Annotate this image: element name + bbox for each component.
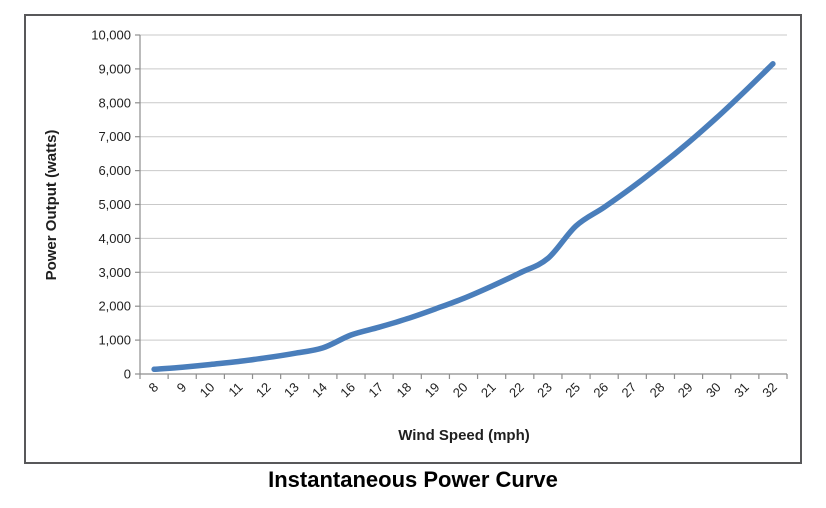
x-tick-label: 9 — [174, 380, 190, 396]
y-tick-label: 6,000 — [98, 163, 131, 178]
x-tick-label: 27 — [619, 380, 640, 401]
y-tick-label: 5,000 — [98, 197, 131, 212]
x-tick-label: 21 — [478, 380, 499, 401]
x-tick-label: 23 — [534, 380, 555, 401]
y-tick-label: 2,000 — [98, 299, 131, 314]
x-tick-label: 32 — [759, 380, 780, 401]
power-curve-chart: Power Output (watts) Wind Speed (mph) 0 1… — [43, 28, 788, 444]
x-tick-label: 26 — [590, 380, 611, 401]
x-tick-label: 29 — [675, 380, 696, 401]
y-tick-label: 10,000 — [91, 28, 131, 43]
power-curve-line — [151, 61, 776, 373]
x-tick-label: 28 — [647, 380, 668, 401]
x-tick-label: 22 — [506, 380, 527, 401]
x-tick-label: 10 — [197, 380, 218, 401]
y-axis-title: Power Output (watts) — [43, 130, 60, 281]
y-tick-label: 9,000 — [98, 61, 131, 76]
chart-frame: Power Output (watts) Wind Speed (mph) 0 1… — [24, 14, 802, 464]
x-tick-label: 18 — [394, 380, 415, 401]
x-tick-label: 19 — [422, 380, 443, 401]
x-tick-label: 12 — [253, 380, 274, 401]
y-tick-label: 1,000 — [98, 333, 131, 348]
x-tick-label: 31 — [731, 380, 752, 401]
x-tick-label: 16 — [337, 380, 358, 401]
y-tick-label: 4,000 — [98, 231, 131, 246]
x-axis-title: Wind Speed (mph) — [398, 427, 530, 444]
chart-title: Instantaneous Power Curve — [268, 467, 558, 492]
x-tick-label: 17 — [365, 380, 386, 401]
y-tick-label: 7,000 — [98, 129, 131, 144]
x-tick-label: 25 — [562, 380, 583, 401]
x-tick-label: 13 — [281, 380, 302, 401]
x-tick-label: 8 — [145, 380, 161, 396]
x-tick-label: 11 — [225, 380, 245, 400]
y-tick-label: 3,000 — [98, 265, 131, 280]
x-tick-label: 14 — [309, 380, 330, 401]
y-tick-label: 0 — [124, 367, 131, 382]
x-tick-label: 30 — [703, 380, 724, 401]
y-tick-label: 8,000 — [98, 95, 131, 110]
x-tick-label: 20 — [450, 380, 471, 401]
